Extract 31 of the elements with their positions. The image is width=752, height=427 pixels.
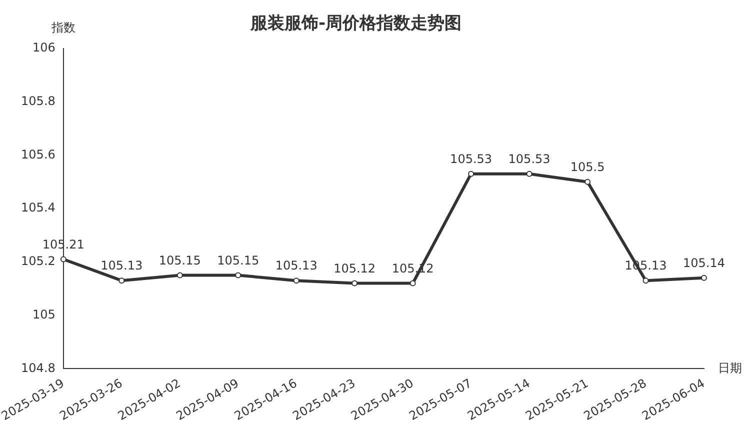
y-tick-label: 105.6	[21, 147, 56, 162]
x-axis-title: 日期	[718, 360, 742, 375]
point	[526, 170, 532, 177]
data-label: 105.12	[334, 261, 376, 276]
data-label: 105.13	[275, 258, 318, 273]
chart-title: 服装服饰-周价格指数走势图	[249, 14, 462, 34]
y-tick-label: 106	[32, 40, 56, 55]
point	[60, 256, 66, 262]
y-tick-label: 105.4	[21, 200, 56, 215]
data-label: 105.53	[450, 152, 492, 166]
data-label: 105.5	[570, 160, 605, 174]
y-tick-label: 105.2	[21, 254, 56, 268]
data-label: 105.15	[158, 253, 201, 268]
point	[176, 272, 183, 278]
data-label: 105.13	[100, 258, 143, 273]
y-tick-label: 105.8	[21, 94, 56, 108]
data-label: 105.53	[508, 152, 550, 166]
point	[293, 278, 300, 284]
data-label: 105.15	[217, 253, 260, 268]
point	[701, 274, 707, 281]
y-tick-label: 104.8	[21, 360, 56, 375]
point	[584, 178, 591, 185]
data-label: 105.14	[683, 256, 725, 270]
y-tick-label: 105	[32, 307, 56, 322]
point	[410, 280, 416, 286]
point	[468, 170, 474, 177]
point	[352, 280, 358, 286]
point	[642, 278, 649, 284]
y-axis-title: 指数	[50, 20, 76, 35]
point	[118, 278, 125, 284]
point	[235, 272, 242, 278]
